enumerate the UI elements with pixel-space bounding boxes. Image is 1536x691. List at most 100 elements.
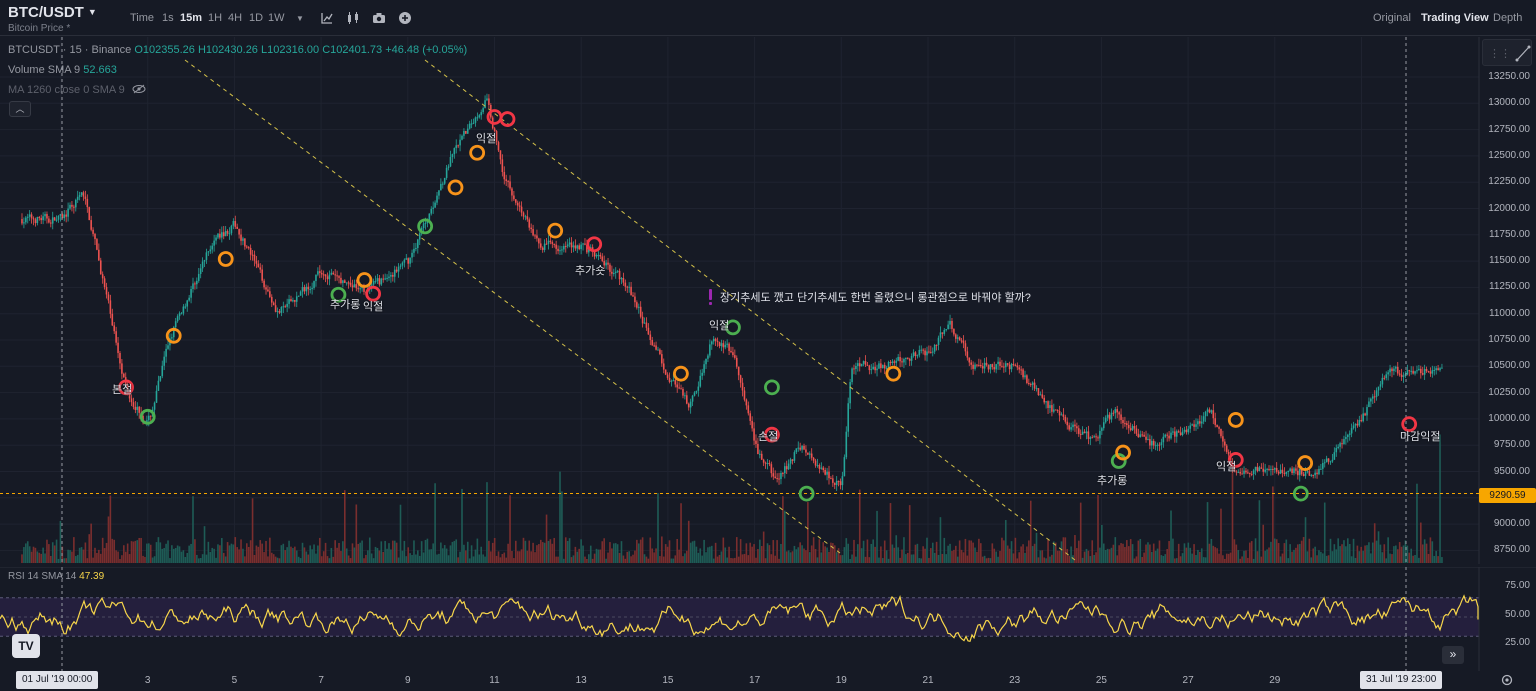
price-axis-label: 10000.00: [1488, 412, 1530, 424]
symbol-subtitle: Bitcoin Price *: [8, 23, 71, 34]
volume-bar: [1393, 546, 1395, 563]
timeframe-1s[interactable]: 1s: [162, 12, 174, 24]
candle-body: [559, 250, 561, 252]
ohlc-legend: BTCUSDT · 15 · Binance O102355.26 H10243…: [8, 44, 467, 56]
view-depth[interactable]: Depth: [1493, 12, 1523, 24]
timeframe-more-icon[interactable]: ▼: [296, 14, 304, 23]
candle-body: [276, 311, 279, 313]
volume-bar: [468, 558, 471, 563]
add-icon[interactable]: [398, 11, 412, 25]
volume-bar: [574, 546, 577, 563]
candle-body: [714, 338, 717, 341]
volume-bar: [1420, 522, 1422, 563]
timeframe-time[interactable]: Time: [130, 12, 155, 24]
note-marker-icon[interactable]: [708, 289, 713, 307]
volume-bar: [48, 544, 50, 563]
volume-bar: [1133, 558, 1136, 563]
volume-bar: [666, 546, 669, 563]
ma-legend[interactable]: MA 1260 close 0 SMA 9: [8, 84, 146, 96]
candle-body: [42, 216, 44, 221]
candle-body: [513, 195, 515, 200]
volume-bar: [138, 537, 140, 563]
candle-body: [974, 364, 976, 369]
timeframe-1h[interactable]: 1H: [208, 12, 223, 24]
candle-body: [311, 287, 313, 290]
volume-bar: [359, 542, 361, 563]
volume-bar: [30, 551, 33, 563]
candle-body: [516, 202, 519, 206]
volume-bar: [338, 542, 340, 563]
candle-body: [920, 349, 923, 351]
volume-bar: [897, 547, 899, 563]
rsi-chart[interactable]: [0, 567, 1536, 671]
volume-bar: [670, 558, 673, 563]
annotation-take-profit-1: 익절: [476, 133, 497, 145]
volume-bar: [588, 554, 590, 563]
candle-body: [172, 327, 175, 338]
volume-bar: [199, 557, 202, 563]
candle-body: [119, 352, 121, 364]
volume-bar: [661, 536, 663, 563]
candle-body: [1225, 445, 1228, 452]
candle-body: [449, 156, 452, 167]
candle-body: [841, 476, 844, 486]
volume-bar: [795, 549, 798, 563]
timeframe-1w[interactable]: 1W: [268, 12, 285, 24]
scroll-right-icon[interactable]: »: [1442, 646, 1464, 664]
volume-bar: [36, 551, 39, 563]
volume-bar: [488, 540, 490, 563]
volume-bar: [222, 552, 225, 563]
candle-body: [1325, 458, 1328, 463]
volume-bar: [668, 540, 671, 563]
view-trading-view[interactable]: Trading View: [1421, 12, 1489, 24]
volume-bar: [301, 542, 304, 563]
timeframe-1d[interactable]: 1D: [249, 12, 264, 24]
collapse-legend-button[interactable]: ︿: [9, 101, 31, 117]
volume-bar: [194, 539, 196, 563]
camera-icon[interactable]: [372, 11, 386, 25]
tradingview-logo[interactable]: TV: [12, 634, 40, 658]
timeframe-4h[interactable]: 4H: [228, 12, 243, 24]
line-tool-icon[interactable]: [320, 11, 334, 25]
view-original[interactable]: Original: [1373, 12, 1411, 24]
volume-bar: [1339, 546, 1341, 563]
candles-icon[interactable]: [346, 11, 360, 25]
volume-bar: [332, 556, 335, 563]
candle-body: [48, 218, 50, 223]
price-chart[interactable]: [0, 37, 1536, 567]
candle-body: [566, 244, 569, 247]
volume-bar: [716, 556, 719, 563]
candle-body: [699, 375, 702, 387]
volume-bar: [155, 542, 158, 563]
volume-bar: [649, 537, 652, 563]
chart-mode-toggle[interactable]: ⋮⋮: [1482, 39, 1532, 66]
settings-icon[interactable]: [1501, 674, 1513, 686]
eye-off-icon[interactable]: [132, 84, 146, 94]
candle-body: [447, 166, 450, 168]
volume-bar: [1058, 550, 1061, 563]
candle-body: [522, 212, 525, 217]
timeframe-15m[interactable]: 15m: [180, 12, 203, 24]
volume-bar: [432, 543, 434, 563]
volume-bar: [945, 554, 948, 563]
volume-bar: [874, 546, 876, 563]
volume-bar: [376, 548, 379, 563]
candle-body: [770, 464, 773, 474]
candle-body: [359, 288, 361, 290]
volume-legend[interactable]: Volume SMA 9 52.663: [8, 64, 117, 76]
volume-bar: [491, 542, 494, 563]
candle-body: [1120, 414, 1122, 420]
volume-bar: [674, 555, 677, 563]
rsi-legend[interactable]: RSI 14 SMA 14 47.39: [8, 571, 104, 582]
candle-body: [1020, 369, 1022, 371]
volume-bar: [726, 557, 728, 563]
candle-body: [578, 245, 581, 250]
candle-body: [764, 462, 767, 464]
symbol-selector[interactable]: BTC/USDT ▼: [8, 4, 97, 21]
candle-body: [466, 128, 469, 134]
candle-body: [1408, 370, 1411, 372]
candle-body: [240, 234, 242, 241]
volume-bar: [503, 552, 506, 563]
volume-bar: [1293, 549, 1295, 563]
volume-bar: [1216, 548, 1218, 563]
